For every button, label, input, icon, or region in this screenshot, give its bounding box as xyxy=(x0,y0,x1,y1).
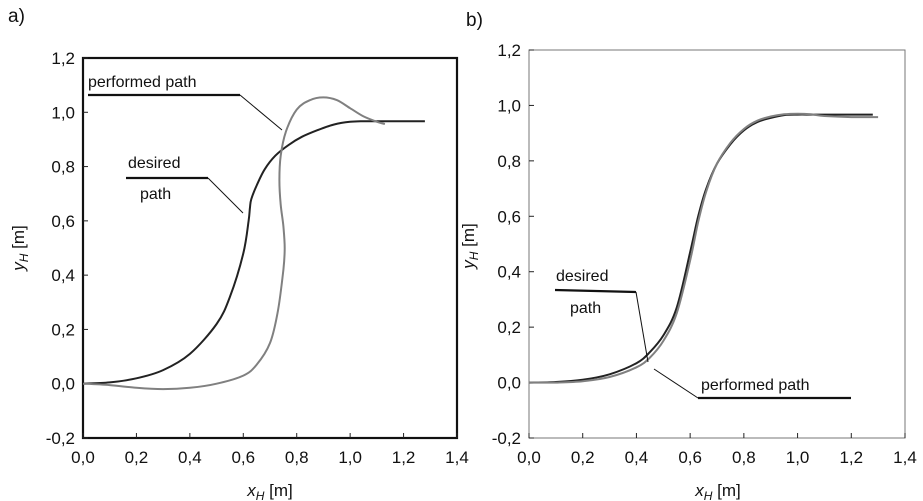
performed-path-line xyxy=(82,96,386,391)
y-tick-label: 0,2 xyxy=(51,320,75,339)
x-tick-label: 1,4 xyxy=(445,448,469,467)
y-tick-label: -0,2 xyxy=(46,429,75,448)
panel-b-y-axis-label: yH [m] xyxy=(459,223,481,270)
x-tick-label: 0,0 xyxy=(71,448,95,467)
x-tick-label: 0,4 xyxy=(625,448,649,467)
annotation-desired-label-line2: path xyxy=(570,300,601,317)
y-tick-label: 0,4 xyxy=(51,266,75,285)
x-tick-label: 1,2 xyxy=(839,448,863,467)
panel-a-annotations: performed path desired path xyxy=(88,74,283,214)
y-tick-label: 0,4 xyxy=(497,263,521,282)
panel-b-x-ticks: 0,0 0,2 0,4 0,6 0,8 1,0 1,2 1,4 xyxy=(517,433,917,467)
annotation-desired-label: desired xyxy=(556,268,608,285)
panel-a-x-axis-label: xH [m] xyxy=(246,481,293,501)
x-tick-label: 1,0 xyxy=(338,448,362,467)
panel-a-x-ticks: 0,0 0,2 0,4 0,6 0,8 1,0 1,2 1,4 xyxy=(71,433,469,467)
desired-path-line xyxy=(528,113,873,384)
x-tick-label: 0,8 xyxy=(732,448,756,467)
x-tick-label: 0,6 xyxy=(678,448,702,467)
panel-b-label: b) xyxy=(466,10,483,31)
panel-b-x-axis-label: xH [m] xyxy=(694,481,741,501)
panel-a-label: a) xyxy=(8,6,25,27)
x-tick-label: 0,6 xyxy=(231,448,255,467)
x-tick-label: 1,2 xyxy=(392,448,416,467)
y-tick-label: 0,6 xyxy=(497,207,521,226)
annotation-leader-line xyxy=(207,177,244,214)
annotation-leader-line xyxy=(635,291,649,363)
panel-a-y-ticks: -0,2 0,0 0,2 0,4 0,6 0,8 1,0 1,2 xyxy=(46,49,88,448)
y-tick-label: 1,0 xyxy=(51,103,75,122)
y-tick-label: -0,2 xyxy=(492,429,521,448)
panel-a: a) 0,0 0,2 0,4 0,6 0,8 1,0 1,2 1,4 -0,20,00,20,… xyxy=(8,6,469,501)
x-tick-label: 0,8 xyxy=(285,448,309,467)
annotation-leader-line xyxy=(239,94,283,131)
y-tick-label: 0,2 xyxy=(497,318,521,337)
y-tick-label: 0,0 xyxy=(51,375,75,394)
y-tick-label: 1,2 xyxy=(51,49,75,68)
panel-a-series xyxy=(82,96,425,391)
x-tick-label: 0,0 xyxy=(517,448,541,467)
y-tick-label: 0,8 xyxy=(497,152,521,171)
x-tick-label: 0,4 xyxy=(178,448,202,467)
desired-path-line xyxy=(82,120,425,385)
panel-b-y-ticks: -0,2 0,0 0,2 0,4 0,6 0,8 1,0 1,2 xyxy=(492,41,534,448)
y-tick-label: 0,0 xyxy=(497,374,521,393)
y-tick-label: 1,2 xyxy=(497,41,521,60)
annotation-desired-label: desired xyxy=(128,155,180,172)
y-tick-label: 1,0 xyxy=(497,96,521,115)
x-tick-label: 0,2 xyxy=(125,448,149,467)
panel-b-plot-frame xyxy=(528,49,906,439)
annotation-performed-path-label: performed path xyxy=(701,377,810,394)
annotation-performed-path-label: performed path xyxy=(88,74,197,91)
x-tick-label: 1,0 xyxy=(786,448,810,467)
annotation-leader-line xyxy=(653,368,699,399)
x-tick-label: 1,4 xyxy=(893,448,917,467)
panel-b-annotations: desired path performed path xyxy=(554,268,851,400)
y-tick-label: 0,8 xyxy=(51,158,75,177)
x-tick-label: 0,2 xyxy=(571,448,595,467)
y-tick-label: 0,6 xyxy=(51,212,75,231)
panel-a-plot-frame xyxy=(81,56,459,440)
annotation-desired-label-line2: path xyxy=(140,186,171,203)
panel-a-y-axis-label: yH [m] xyxy=(9,225,31,272)
panel-b: b) 0,0 0,2 0,4 0,6 0,8 1,0 1,2 1,4 -0,20,00,20,… xyxy=(459,10,917,501)
panel-b-series xyxy=(528,112,879,384)
performed-path-line xyxy=(528,112,879,384)
annotation-underline xyxy=(554,288,637,294)
